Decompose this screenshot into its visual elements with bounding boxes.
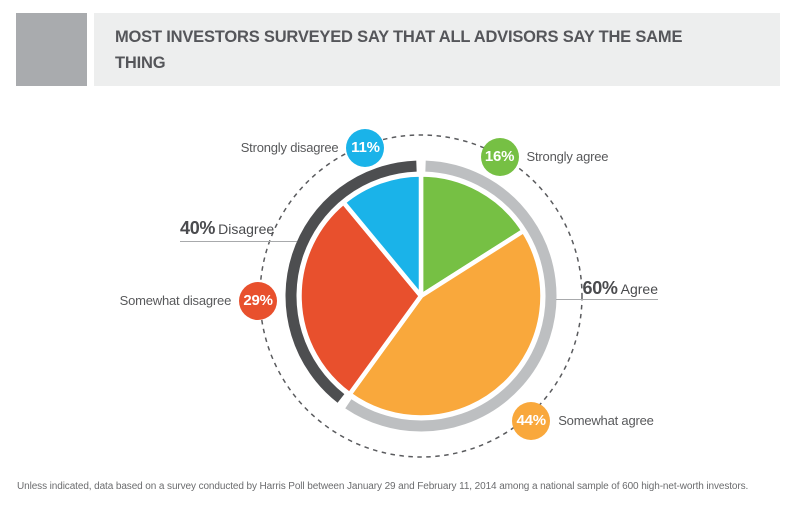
badge-strongly-agree: 16%	[480, 137, 519, 176]
disagree-total-word: Disagree	[218, 221, 275, 237]
agree-total-value: 60%	[582, 278, 618, 298]
disagree-total-value: 40%	[180, 218, 216, 238]
disagree-arc	[285, 160, 417, 403]
badge-somewhat-agree: 44%	[512, 402, 551, 441]
wedge-strongly-disagree	[341, 172, 424, 299]
badge-somewhat-disagree: 29%	[239, 282, 278, 321]
wedge-somewhat-agree	[347, 228, 545, 420]
label-strongly-disagree: Strongly disagree	[240, 139, 339, 155]
agree-arc	[345, 160, 557, 432]
disagree-total-label: 40% Disagree	[180, 217, 274, 241]
agree-total-label: 60% Agree	[583, 277, 659, 301]
label-somewhat-disagree: Somewhat disagree	[119, 293, 232, 309]
footnote: Unless indicated, data based on a survey…	[17, 481, 749, 492]
disagree-leader-line	[180, 241, 297, 242]
page-title: MOST INVESTORS SURVEYED SAY THAT ALL ADV…	[115, 28, 683, 72]
logo-placeholder	[16, 13, 87, 86]
wedge-strongly-agree	[418, 172, 526, 299]
label-strongly-agree: Strongly agree	[526, 148, 609, 164]
title-box: MOST INVESTORS SURVEYED SAY THAT ALL ADV…	[94, 13, 780, 86]
badge-strongly-disagree: 11%	[346, 128, 385, 167]
label-somewhat-agree: Somewhat agree	[558, 413, 654, 429]
agree-total-word: Agree	[620, 281, 658, 297]
wedge-somewhat-disagree	[297, 200, 424, 397]
agree-leader-line	[556, 299, 658, 300]
